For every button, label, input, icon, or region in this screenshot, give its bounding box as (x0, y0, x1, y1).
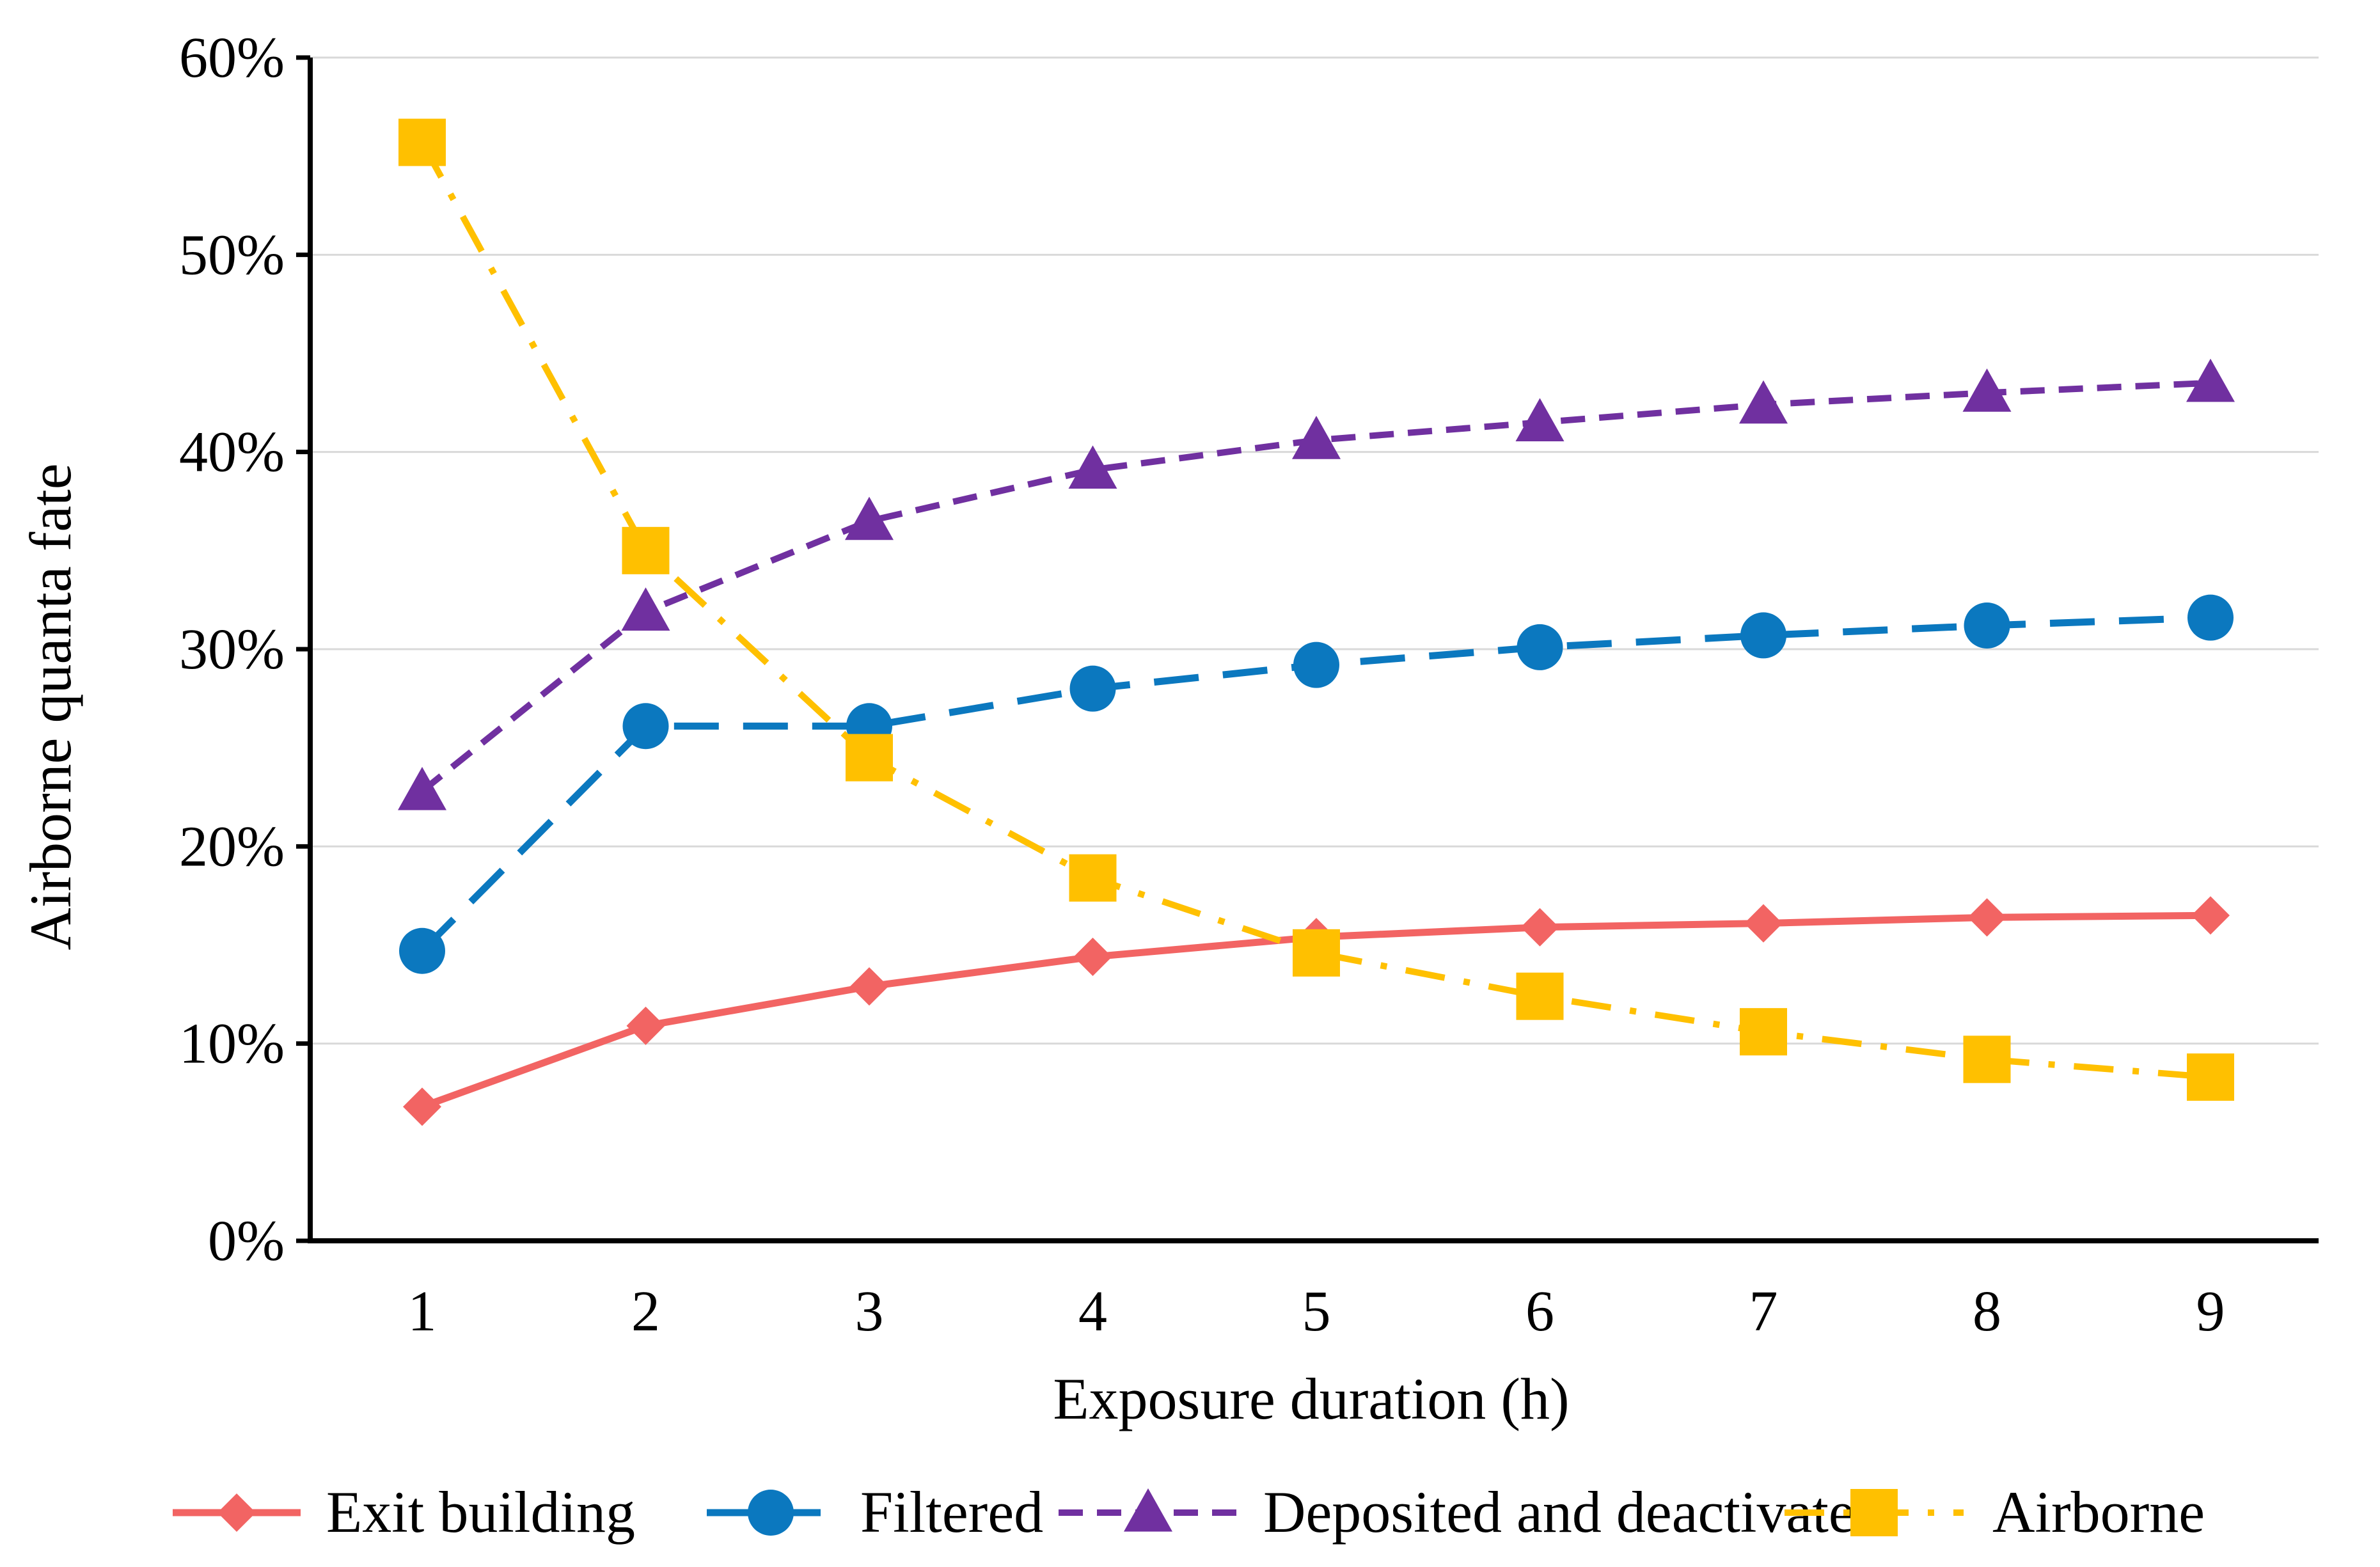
data-point-deposited-and-deactivated (398, 767, 446, 810)
x-axis-ticks: 1 2 3 4 5 6 7 8 9 (408, 1280, 2225, 1343)
y-tick-label: 40% (179, 421, 285, 484)
data-point-airborne (398, 118, 446, 166)
legend-label-exit-building: Exit building (326, 1479, 635, 1545)
x-tick-label: 6 (1525, 1280, 1554, 1343)
data-point-exit-building (2191, 896, 2230, 935)
legend-marker-exit-building (217, 1493, 256, 1532)
x-tick-label: 5 (1302, 1280, 1331, 1343)
data-point-deposited-and-deactivated (621, 587, 670, 631)
legend-label-filtered: Filtered (860, 1479, 1043, 1545)
data-point-airborne (622, 526, 670, 574)
data-point-exit-building (1520, 908, 1559, 947)
legend-marker-airborne (1850, 1489, 1898, 1536)
data-point-deposited-and-deactivated (1068, 445, 1117, 489)
data-point-airborne (846, 734, 893, 782)
data-point-exit-building (403, 1087, 441, 1126)
y-tick-label: 30% (179, 618, 285, 681)
legend-marker-filtered (748, 1490, 794, 1536)
data-point-airborne (1069, 854, 1117, 902)
series-group (398, 118, 2235, 1126)
data-point-deposited-and-deactivated (2186, 358, 2235, 402)
data-point-exit-building (626, 1006, 665, 1045)
legend-label-deposited-and-deactivated: Deposited and deactivated (1263, 1479, 1884, 1545)
legend-item-exit-building: Exit building (173, 1479, 635, 1545)
y-tick-label: 60% (179, 26, 285, 90)
data-point-filtered (1964, 602, 2010, 649)
data-point-exit-building (1073, 938, 1112, 976)
data-point-exit-building (1744, 904, 1783, 943)
data-point-airborne (1293, 929, 1340, 977)
data-point-deposited-and-deactivated (1515, 398, 1564, 442)
legend-item-filtered: Filtered (707, 1479, 1043, 1545)
legend-item-deposited-and-deactivated: Deposited and deactivated (1059, 1479, 1884, 1545)
x-tick-label: 9 (2196, 1280, 2225, 1343)
series-airborne (398, 118, 2234, 1101)
x-tick-label: 1 (408, 1280, 437, 1343)
series-line-airborne (419, 141, 2211, 1081)
x-tick-label: 8 (1973, 1280, 2001, 1343)
y-axis-ticks: 0% 10% 20% 30% 40% 50% 60% (179, 26, 310, 1273)
data-point-deposited-and-deactivated (1739, 380, 1788, 424)
data-point-airborne (1740, 1008, 1787, 1056)
x-tick-label: 4 (1078, 1280, 1107, 1343)
data-point-filtered (399, 927, 445, 974)
data-point-exit-building (1967, 898, 2006, 937)
data-point-filtered (1740, 612, 1786, 659)
x-tick-label: 7 (1749, 1280, 1778, 1343)
x-tick-label: 2 (631, 1280, 660, 1343)
data-point-airborne (2187, 1053, 2234, 1101)
legend-label-airborne: Airborne (1992, 1479, 2205, 1545)
data-point-filtered (1293, 642, 1339, 688)
data-point-airborne (1516, 972, 1564, 1020)
x-tick-label: 3 (855, 1280, 884, 1343)
series-filtered (399, 594, 2234, 974)
gridlines (310, 56, 2319, 1045)
legend-marker-deposited-and-deactivated (1124, 1488, 1172, 1532)
y-tick-label: 0% (208, 1209, 285, 1273)
y-tick-label: 10% (179, 1012, 285, 1076)
legend: Exit building Filtered Deposited and deact… (173, 1479, 2205, 1545)
data-point-deposited-and-deactivated (845, 496, 894, 540)
legend-item-airborne: Airborne (1785, 1479, 2205, 1545)
data-point-filtered (2187, 594, 2234, 641)
x-axis-title: Exposure duration (h) (1053, 1366, 1569, 1431)
y-axis-title: Airborne quanta fate (18, 463, 83, 950)
data-point-filtered (622, 703, 669, 750)
data-point-deposited-and-deactivated (1292, 416, 1341, 459)
data-point-airborne (1963, 1035, 2011, 1083)
data-point-filtered (1517, 624, 1563, 670)
y-tick-label: 50% (179, 223, 285, 287)
series-deposited-and-deactivated (398, 358, 2235, 810)
y-tick-label: 20% (179, 815, 285, 878)
data-point-exit-building (850, 967, 888, 1006)
data-point-deposited-and-deactivated (1962, 368, 2012, 412)
data-point-filtered (1069, 665, 1116, 712)
